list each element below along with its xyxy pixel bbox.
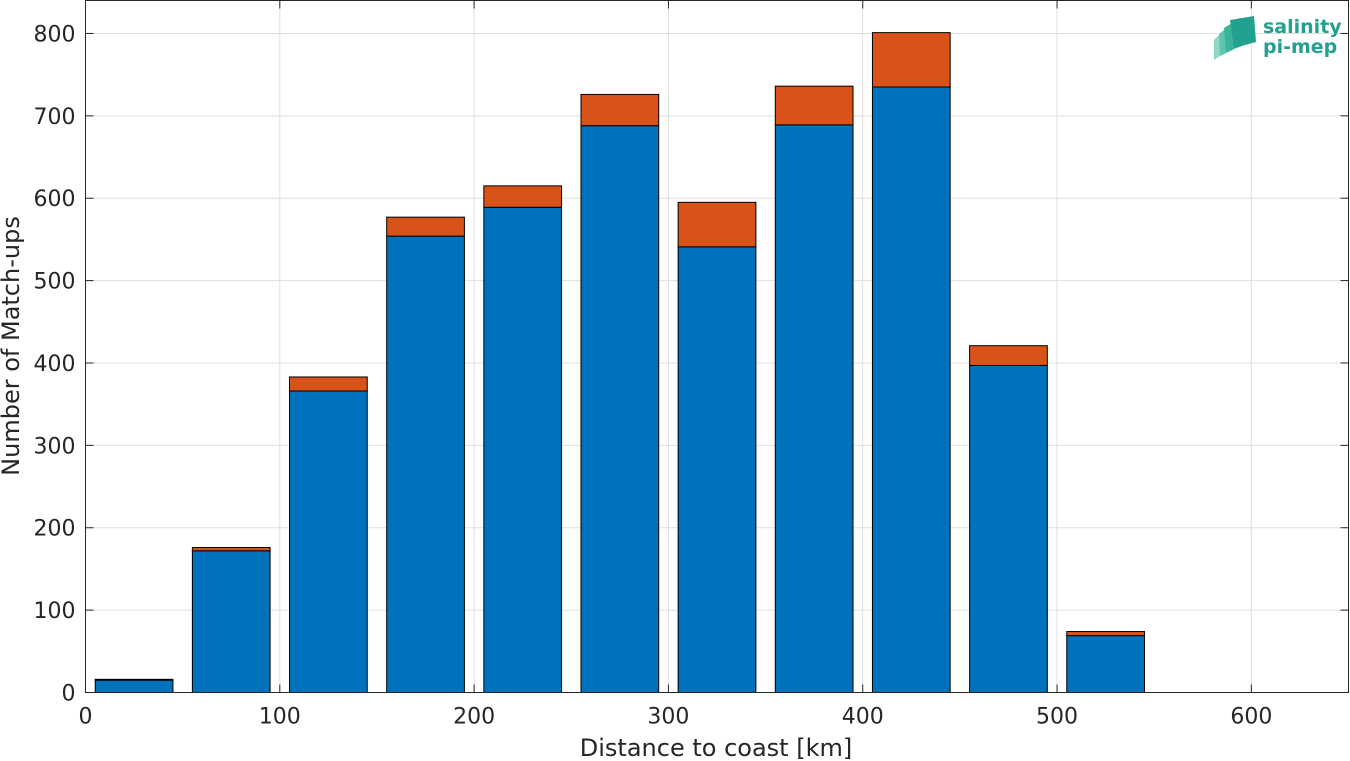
x-axis-label: Distance to coast [km]: [580, 734, 852, 761]
y-tick-label: 0: [62, 682, 76, 707]
y-tick-label: 800: [34, 22, 76, 47]
bar-series-2: [774, 85, 854, 126]
y-axis-label: Number of Match-ups: [0, 216, 25, 476]
y-tick-label: 300: [34, 434, 76, 459]
y-tick-label: 400: [34, 352, 76, 377]
bar-series-2: [1066, 631, 1145, 637]
x-tick-label: 600: [1230, 705, 1272, 730]
ticks: 0 100 200 300 400 500 600 0 100 200 300 400 500 600 70…: [34, 0, 1349, 730]
bar-series-2: [871, 32, 951, 88]
x-tick-label: 100: [259, 705, 301, 730]
x-tick-label: 400: [842, 705, 884, 730]
bar-series-2: [191, 547, 271, 552]
bar-series-1: [969, 364, 1048, 693]
grid-lines: [85, 0, 1349, 693]
y-tick-label: 700: [34, 105, 76, 130]
bar-series-2: [386, 216, 465, 237]
wave-logo-icon: [1214, 16, 1256, 60]
bar-series-2: [483, 185, 563, 208]
y-tick-label: 500: [34, 270, 76, 295]
bar-series-1: [1066, 635, 1145, 694]
bar-series-1: [289, 390, 368, 693]
logo-line1: salinity: [1263, 16, 1342, 38]
bars: [94, 32, 1145, 694]
y-tick-label: 100: [34, 599, 76, 624]
bar-series-1: [94, 679, 174, 694]
salinity-pimep-logo: salinity pi-mep: [1214, 16, 1342, 60]
y-tick-label: 600: [34, 187, 76, 212]
y-tick-label: 200: [34, 517, 76, 542]
logo-line2: pi-mep: [1263, 36, 1337, 58]
x-tick-label: 300: [647, 705, 689, 730]
plot-frame: [85, 0, 1349, 693]
bar-series-1: [871, 86, 951, 693]
x-tick-label: 500: [1036, 705, 1078, 730]
bar-series-1: [774, 124, 854, 693]
bar-series-2: [289, 376, 368, 392]
x-tick-label: 200: [453, 705, 495, 730]
bar-series-1: [677, 246, 757, 693]
bar-series-1: [483, 206, 563, 693]
bar-series-1: [191, 550, 271, 693]
bar-series-2: [677, 201, 757, 248]
bar-series-2: [969, 345, 1048, 366]
bar-series-2: [580, 93, 660, 127]
bar-series-2: [94, 678, 174, 681]
bar-series-1: [386, 235, 465, 693]
x-tick-label: 0: [79, 705, 93, 730]
bar-series-1: [580, 125, 660, 693]
